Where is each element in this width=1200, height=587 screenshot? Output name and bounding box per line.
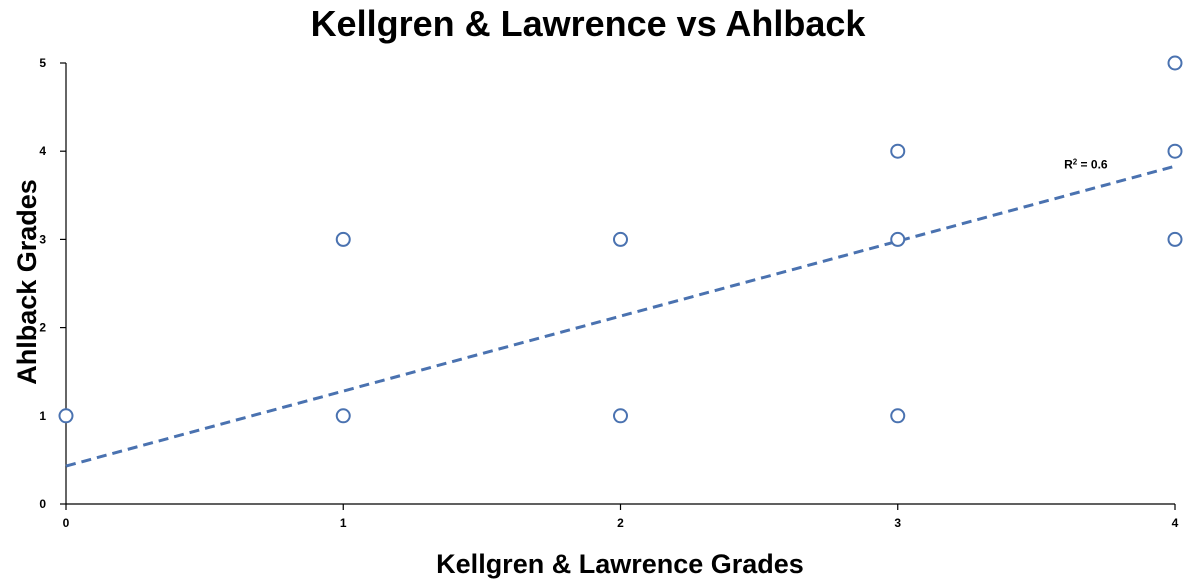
data-point bbox=[890, 143, 906, 159]
data-point bbox=[1167, 143, 1183, 159]
x-tick-label: 2 bbox=[617, 516, 624, 530]
x-axis-title: Kellgren & Lawrence Grades bbox=[436, 549, 804, 579]
data-point bbox=[335, 231, 351, 247]
data-point bbox=[335, 408, 351, 424]
chart-title: Kellgren & Lawrence vs Ahlback bbox=[311, 3, 867, 44]
x-tick-label: 0 bbox=[63, 516, 70, 530]
y-tick-label: 4 bbox=[39, 144, 46, 158]
data-point bbox=[890, 231, 906, 247]
data-point bbox=[613, 231, 628, 247]
data-point bbox=[890, 408, 906, 424]
data-point bbox=[613, 408, 628, 424]
y-tick-label: 3 bbox=[39, 232, 46, 246]
y-tick-label: 0 bbox=[39, 497, 46, 511]
x-tick-label: 4 bbox=[1172, 516, 1179, 530]
r-squared-label: R2 = 0.6 bbox=[1064, 157, 1108, 172]
x-tick-label: 3 bbox=[894, 516, 901, 530]
x-tick-label: 1 bbox=[340, 516, 347, 530]
y-tick-label: 1 bbox=[39, 409, 46, 423]
y-tick-label: 2 bbox=[39, 321, 46, 335]
plot-area: 0 1 2 3 4 0 1 2 3 4 5 R2 = 0.6 bbox=[39, 55, 1183, 530]
data-point bbox=[1167, 55, 1183, 71]
data-point bbox=[58, 408, 74, 424]
data-point bbox=[1167, 231, 1183, 247]
y-axis-title: Ahlback Grades bbox=[12, 179, 42, 385]
y-tick-label: 5 bbox=[39, 56, 46, 70]
